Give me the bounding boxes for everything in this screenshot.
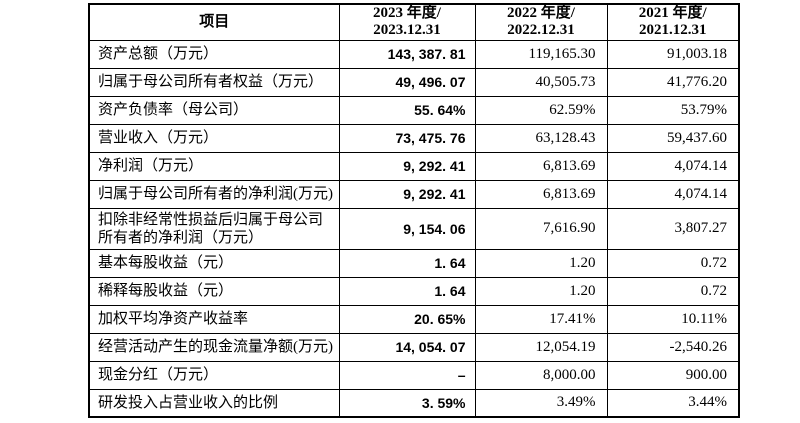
row-label: 经营活动产生的现金流量净额(万元) [88, 332, 340, 362]
value-2023: 49, 496. 07 [338, 67, 476, 97]
value-2021: 91,003.18 [606, 39, 740, 69]
value-2022: 8,000.00 [474, 360, 608, 390]
table-row-weighted-roe: 加权平均净资产收益率 20. 65% 17.41% 10.11% [88, 304, 740, 334]
row-label: 稀释每股收益（元） [88, 276, 340, 306]
value-2022: 63,128.43 [474, 123, 608, 153]
table-row-deducted-net-profit: 扣除非经常性损益后归属于母公司所有者的净利润（万元） 9, 154. 06 7,… [88, 207, 740, 250]
header-2022-line2: 2022.12.31 [507, 22, 575, 39]
table-row-operating-cash-flow: 经营活动产生的现金流量净额(万元) 14, 054. 07 12,054.19 … [88, 332, 740, 362]
value-2022: 17.41% [474, 304, 608, 334]
row-label: 现金分红（万元） [88, 360, 340, 390]
value-2023: – [338, 360, 476, 390]
value-2021: 0.72 [606, 248, 740, 278]
value-2022: 1.20 [474, 276, 608, 306]
value-2023: 73, 475. 76 [338, 123, 476, 153]
header-2022-line1: 2022 年度/ [507, 5, 575, 22]
value-2022: 6,813.69 [474, 151, 608, 181]
table-row-parent-net-profit: 归属于母公司所有者的净利润(万元) 9, 292. 41 6,813.69 4,… [88, 179, 740, 209]
row-label: 扣除非经常性损益后归属于母公司所有者的净利润（万元） [88, 207, 340, 250]
row-label: 基本每股收益（元） [88, 248, 340, 278]
value-2022: 119,165.30 [474, 39, 608, 69]
value-2022: 6,813.69 [474, 179, 608, 209]
value-2023: 3. 59% [338, 388, 476, 418]
row-label: 资产总额（万元） [88, 39, 340, 69]
value-2023: 14, 054. 07 [338, 332, 476, 362]
header-2021: 2021 年度/ 2021.12.31 [606, 3, 740, 41]
header-2021-line1: 2021 年度/ [638, 5, 707, 22]
value-2021: 41,776.20 [606, 67, 740, 97]
table-row-debt-ratio: 资产负债率（母公司） 55. 64% 62.59% 53.79% [88, 95, 740, 125]
header-2023-line1: 2023 年度/ [373, 5, 441, 22]
value-2023: 1. 64 [338, 248, 476, 278]
value-2021: 4,074.14 [606, 151, 740, 181]
table-row-revenue: 营业收入（万元） 73, 475. 76 63,128.43 59,437.60 [88, 123, 740, 153]
value-2021: 10.11% [606, 304, 740, 334]
value-2022: 3.49% [474, 388, 608, 418]
value-2023: 143, 387. 81 [338, 39, 476, 69]
value-2021: 53.79% [606, 95, 740, 125]
value-2022: 40,505.73 [474, 67, 608, 97]
header-2023: 2023 年度/ 2023.12.31 [338, 3, 476, 41]
value-2022: 12,054.19 [474, 332, 608, 362]
value-2021: 3.44% [606, 388, 740, 418]
value-2023: 9, 292. 41 [338, 179, 476, 209]
value-2021: 900.00 [606, 360, 740, 390]
value-2022: 1.20 [474, 248, 608, 278]
table-row-diluted-eps: 稀释每股收益（元） 1. 64 1.20 0.72 [88, 276, 740, 306]
value-2023: 55. 64% [338, 95, 476, 125]
row-label: 加权平均净资产收益率 [88, 304, 340, 334]
row-label: 归属于母公司所有者的净利润(万元) [88, 179, 340, 209]
table-row-cash-dividend: 现金分红（万元） – 8,000.00 900.00 [88, 360, 740, 390]
value-2021: -2,540.26 [606, 332, 740, 362]
header-2023-line2: 2023.12.31 [373, 22, 441, 39]
value-2021: 4,074.14 [606, 179, 740, 209]
row-label: 净利润（万元） [88, 151, 340, 181]
header-2021-line2: 2021.12.31 [639, 22, 707, 39]
table-row-total-assets: 资产总额（万元） 143, 387. 81 119,165.30 91,003.… [88, 39, 740, 69]
table-row-parent-equity: 归属于母公司所有者权益（万元） 49, 496. 07 40,505.73 41… [88, 67, 740, 97]
table-header-row: 项目 2023 年度/ 2023.12.31 2022 年度/ 2022.12.… [88, 3, 740, 41]
value-2023: 9, 154. 06 [338, 207, 476, 250]
value-2023: 20. 65% [338, 304, 476, 334]
value-2022: 7,616.90 [474, 207, 608, 250]
value-2022: 62.59% [474, 95, 608, 125]
row-label: 归属于母公司所有者权益（万元） [88, 67, 340, 97]
header-item: 项目 [88, 3, 340, 41]
header-2022: 2022 年度/ 2022.12.31 [474, 3, 608, 41]
table-row-net-profit: 净利润（万元） 9, 292. 41 6,813.69 4,074.14 [88, 151, 740, 181]
row-label: 资产负债率（母公司） [88, 95, 340, 125]
table-row-basic-eps: 基本每股收益（元） 1. 64 1.20 0.72 [88, 248, 740, 278]
value-2021: 59,437.60 [606, 123, 740, 153]
financial-summary-table: 项目 2023 年度/ 2023.12.31 2022 年度/ 2022.12.… [88, 3, 740, 418]
value-2023: 9, 292. 41 [338, 151, 476, 181]
value-2023: 1. 64 [338, 276, 476, 306]
value-2021: 0.72 [606, 276, 740, 306]
row-label: 研发投入占营业收入的比例 [88, 388, 340, 418]
row-label: 营业收入（万元） [88, 123, 340, 153]
value-2021: 3,807.27 [606, 207, 740, 250]
table-row-rd-ratio: 研发投入占营业收入的比例 3. 59% 3.49% 3.44% [88, 388, 740, 418]
